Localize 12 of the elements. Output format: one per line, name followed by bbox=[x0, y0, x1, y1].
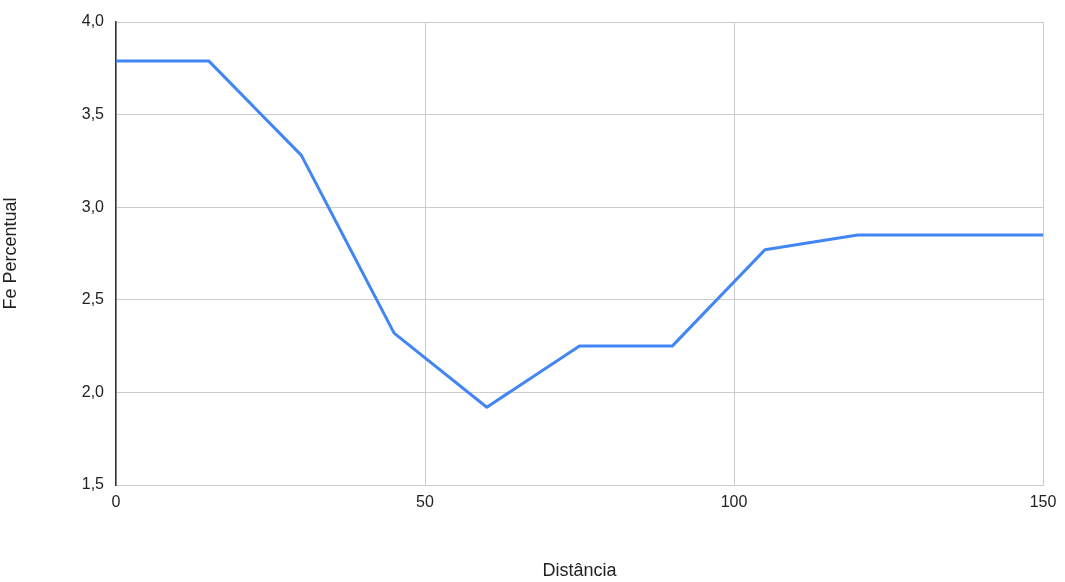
x-tick-label: 100 bbox=[720, 493, 748, 511]
y-tick-label: 1,5 bbox=[81, 475, 105, 493]
x-tick-label: 0 bbox=[111, 493, 121, 511]
x-tick-label: 50 bbox=[416, 493, 434, 511]
y-tick-label: 3,0 bbox=[81, 197, 105, 215]
y-tick-label: 4,0 bbox=[81, 12, 105, 30]
y-tick-label: 3,5 bbox=[81, 105, 105, 123]
x-tick-label: 150 bbox=[1029, 493, 1057, 511]
y-tick-label: 2,0 bbox=[81, 382, 105, 400]
y-tick-label: 2,5 bbox=[81, 290, 105, 308]
x-axis-title: Distância bbox=[542, 560, 618, 581]
y-axis-title: Fe Percentual bbox=[0, 197, 20, 310]
